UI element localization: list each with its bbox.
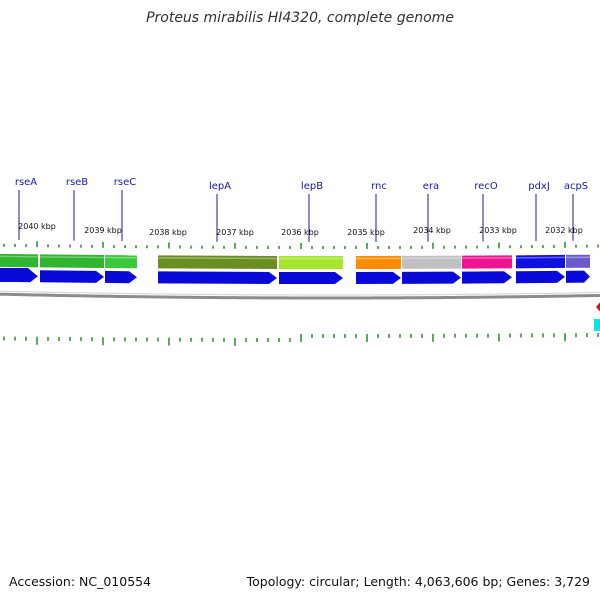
genome-backbone — [0, 292, 600, 300]
cds-arrow-era[interactable] — [402, 271, 461, 284]
scale-label: 2036 kbp — [281, 228, 319, 237]
gene-feature-rnc[interactable] — [356, 255, 401, 269]
scale-label: 2038 kbp — [149, 228, 187, 237]
cds-arrow-rnc[interactable] — [356, 271, 401, 284]
feature-marker-cyan[interactable] — [594, 319, 600, 331]
gene-feature-shine — [39, 256, 105, 259]
accession-text: Accession: NC_010554 — [9, 574, 152, 589]
gene-label-recO[interactable]: recO — [474, 181, 498, 192]
cds-arrow-rseB[interactable] — [40, 270, 104, 283]
scale-label: 2032 kbp — [545, 226, 583, 235]
gene-label-lepA[interactable]: lepA — [209, 181, 231, 192]
genome-summary-text: Topology: circular; Length: 4,063,606 bp… — [246, 574, 590, 589]
cds-arrow-lepA[interactable] — [158, 271, 277, 284]
gene-feature-rseB[interactable] — [40, 254, 104, 269]
scale-label: 2039 kbp — [84, 226, 122, 235]
gene-feature-acpS[interactable] — [566, 254, 590, 268]
cds-arrow-acpS[interactable] — [566, 270, 590, 283]
gene-label-era[interactable]: era — [423, 181, 439, 192]
gene-feature-era[interactable] — [402, 255, 461, 269]
gene-label-pdxJ[interactable]: pdxJ — [528, 181, 550, 192]
gene-label-rseA[interactable]: rseA — [15, 177, 37, 188]
gene-feature-lepB[interactable] — [279, 255, 343, 269]
map-title: Proteus mirabilis HI4320, complete genom… — [146, 10, 454, 26]
gene-label-rseB[interactable]: rseB — [66, 177, 88, 188]
gene-label-rnc[interactable]: rnc — [371, 181, 387, 192]
scale-label: 2035 kbp — [347, 228, 385, 237]
cds-arrow-pdxJ[interactable] — [516, 270, 565, 284]
scale-label: 2034 kbp — [413, 226, 451, 235]
gene-feature-pdxJ[interactable] — [516, 254, 565, 269]
gene-feature-shine — [0, 255, 39, 258]
cds-arrow-left-edge[interactable] — [0, 268, 36, 282]
cds-arrow-lepB[interactable] — [279, 271, 343, 284]
scale-label: 2033 kbp — [479, 226, 517, 235]
genome-backbone-highlight — [0, 290, 600, 296]
cds-arrow-recO[interactable] — [462, 271, 512, 284]
scale-label: 2037 kbp — [216, 228, 254, 237]
cds-arrow-rseC[interactable] — [105, 270, 137, 284]
gene-feature-recO[interactable] — [462, 255, 512, 269]
gene-feature-lepA[interactable] — [158, 255, 277, 269]
feature-marker-red[interactable] — [596, 300, 600, 314]
gene-feature-shine — [157, 257, 278, 260]
scale-label: 2040 kbp — [18, 222, 56, 231]
gene-label-acpS[interactable]: acpS — [564, 181, 588, 192]
gene-label-rseC[interactable]: rseC — [114, 177, 136, 188]
gene-label-lepB[interactable]: lepB — [301, 181, 323, 192]
gene-feature-rseA[interactable] — [0, 253, 38, 268]
gene-feature-rseC[interactable] — [105, 255, 137, 269]
